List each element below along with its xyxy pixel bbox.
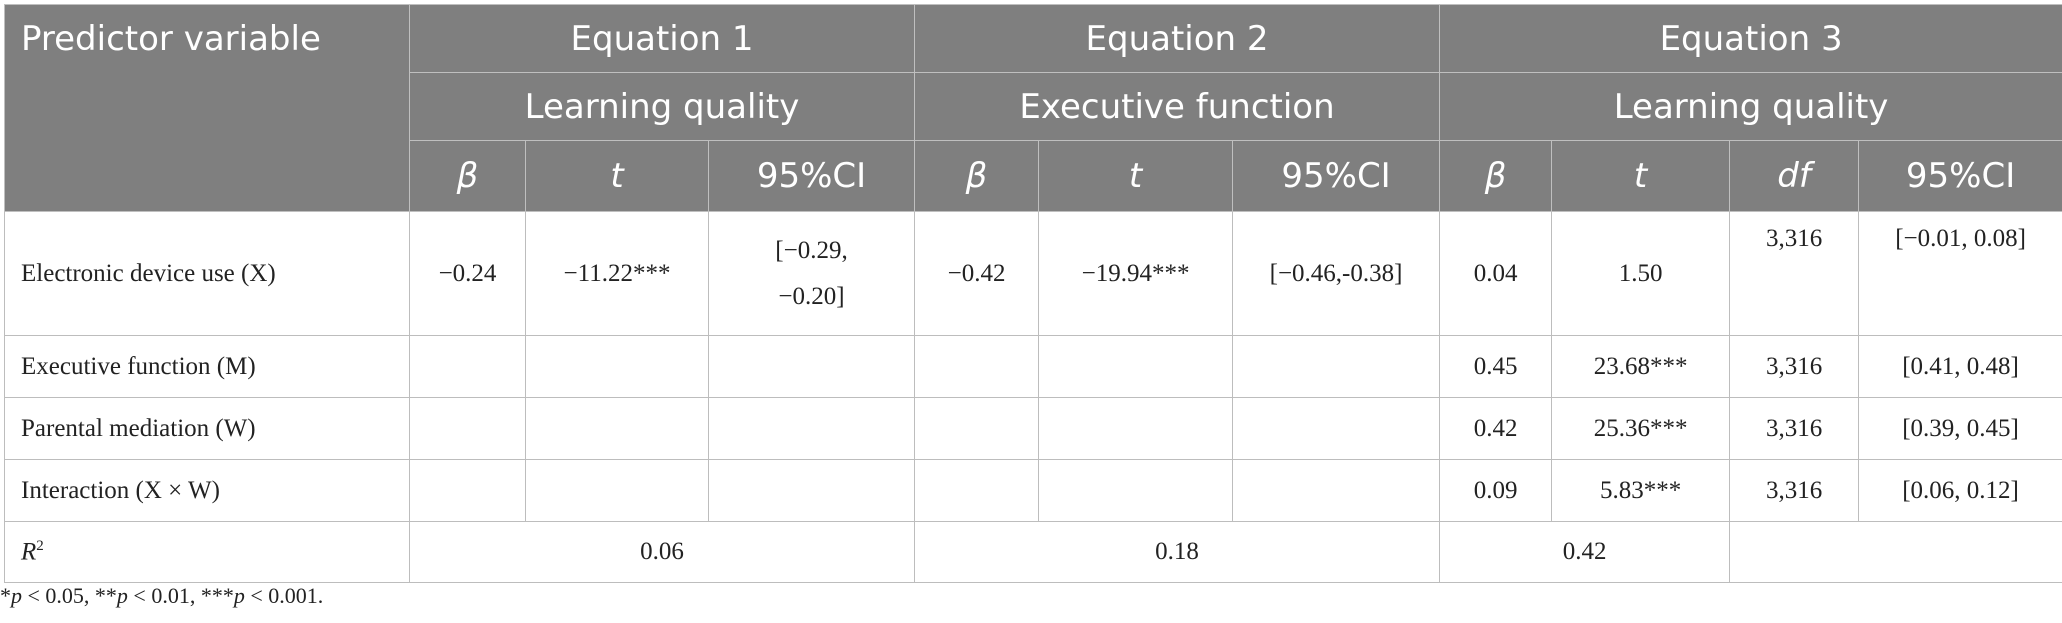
eq3-t-cell: 23.68*** <box>1551 335 1731 398</box>
table-row: Interaction (X × W) 0.09 5.83*** 3,316 [… <box>4 459 2062 522</box>
eq1-beta-cell: −0.24 <box>409 211 526 336</box>
eq3-beta-header: β <box>1439 140 1553 212</box>
empty-cell <box>1038 335 1234 398</box>
note-text: < 0.05, <box>22 583 95 608</box>
eq3-beta-cell: 0.42 <box>1439 397 1553 460</box>
equation-3-header: Equation 3 <box>1439 4 2062 73</box>
eq3-t-cell: 25.36*** <box>1551 397 1731 460</box>
table-row: Parental mediation (W) 0.42 25.36*** 3,3… <box>4 397 2062 460</box>
eq3-beta-cell: 0.09 <box>1439 459 1553 522</box>
note-p: p <box>233 583 245 608</box>
eq3-beta-cell: 0.45 <box>1439 335 1553 398</box>
eq1-r-squared: 0.06 <box>408 521 916 583</box>
eq2-ci-cell: [−0.46,-0.38] <box>1232 211 1441 336</box>
empty-cell <box>914 397 1040 460</box>
eq1-ci-line2: −0.20] <box>778 282 845 310</box>
row-label: Executive function (M) <box>4 335 410 398</box>
empty-cell <box>707 397 916 460</box>
eq3-ci-cell: [−0.01, 0.08] <box>1858 211 2062 336</box>
empty-cell <box>914 459 1040 522</box>
row-label: Electronic device use (X) <box>4 211 410 336</box>
eq2-t-cell: −19.94*** <box>1038 211 1234 336</box>
equation-1-outcome: Learning quality <box>408 72 916 141</box>
eq2-r-squared: 0.18 <box>914 521 1441 583</box>
header-row-stats: β t 95%CI β t 95%CI β t df 95%CI <box>5 140 2062 212</box>
predictor-variable-header: Predictor variable <box>4 4 410 212</box>
equation-2-outcome: Executive function <box>914 72 1441 141</box>
r-squared-exponent: 2 <box>36 537 44 554</box>
eq2-ci-header: 95%CI <box>1232 140 1441 212</box>
table-row: Electronic device use (X) −0.24 −11.22**… <box>4 211 2062 336</box>
note-p: p <box>116 583 128 608</box>
eq3-t-header: t <box>1551 140 1731 212</box>
empty-cell <box>1232 459 1441 522</box>
r-squared-label: R2 <box>4 521 410 583</box>
eq3-beta-cell: 0.04 <box>1439 211 1553 336</box>
empty-cell <box>707 335 916 398</box>
empty-cell <box>707 459 916 522</box>
empty-cell <box>409 335 526 398</box>
header-row-outcomes: Learning quality Executive function Lear… <box>5 72 2062 141</box>
eq1-t-header: t <box>525 140 709 212</box>
eq3-ci-cell: [0.41, 0.48] <box>1858 335 2062 398</box>
table-row: Executive function (M) 0.45 23.68*** 3,3… <box>4 335 2062 398</box>
eq3-ci-cell: [0.06, 0.12] <box>1858 459 2062 522</box>
eq3-ci-cell: [0.39, 0.45] <box>1858 397 2062 460</box>
eq2-beta-header: β <box>914 140 1040 212</box>
r-squared-symbol: R <box>21 538 37 566</box>
note-p: p <box>11 583 22 608</box>
eq3-df-cell: 3,316 <box>1729 335 1860 398</box>
r-squared-row: R2 0.06 0.18 0.42 <box>4 521 2062 583</box>
empty-cell <box>1038 459 1234 522</box>
empty-cell <box>914 335 1040 398</box>
eq1-ci-line1: [−0.29, <box>775 236 848 264</box>
eq1-ci-cell: [−0.29, −0.20] <box>707 211 916 336</box>
eq2-beta-cell: −0.42 <box>914 211 1040 336</box>
eq3-df-cell: 3,316 <box>1729 459 1860 522</box>
eq2-t-header: t <box>1038 140 1234 212</box>
equation-1-header: Equation 1 <box>408 4 916 73</box>
eq1-t-cell: −11.22*** <box>525 211 709 336</box>
eq3-df-header: df <box>1729 140 1860 212</box>
eq1-beta-header: β <box>409 140 526 212</box>
row-label: Parental mediation (W) <box>4 397 410 460</box>
equation-3-outcome: Learning quality <box>1439 72 2062 141</box>
significance-note: *p < 0.05, **p < 0.01, ***p < 0.001. <box>0 583 323 609</box>
eq3-df-cell: 3,316 <box>1729 211 1860 336</box>
equation-2-header: Equation 2 <box>914 4 1441 73</box>
empty-cell <box>409 397 526 460</box>
note-text: < 0.01, <box>127 583 201 608</box>
eq3-ci-header: 95%CI <box>1858 140 2062 212</box>
eq3-df-cell: 3,316 <box>1729 397 1860 460</box>
eq3-r-squared: 0.42 <box>1439 521 1731 583</box>
empty-cell <box>525 335 709 398</box>
note-symbol: ** <box>94 583 117 608</box>
note-symbol: * <box>0 583 11 608</box>
eq3-t-cell: 5.83*** <box>1551 459 1731 522</box>
eq3-t-cell: 1.50 <box>1551 211 1731 336</box>
eq1-ci-header: 95%CI <box>707 140 916 212</box>
note-symbol: *** <box>200 583 234 608</box>
empty-cell <box>1038 397 1234 460</box>
empty-cell <box>1729 521 2062 583</box>
regression-table: Predictor variable Equation 1 Equation 2… <box>4 4 2062 583</box>
note-text: < 0.001. <box>244 583 324 608</box>
regression-table-container: Predictor variable Equation 1 Equation 2… <box>4 4 2062 583</box>
empty-cell <box>1232 397 1441 460</box>
header-row-equations: Predictor variable Equation 1 Equation 2… <box>4 4 2062 212</box>
empty-cell <box>409 459 526 522</box>
empty-cell <box>525 459 709 522</box>
empty-cell <box>1232 335 1441 398</box>
row-label: Interaction (X × W) <box>4 459 410 522</box>
empty-cell <box>525 397 709 460</box>
